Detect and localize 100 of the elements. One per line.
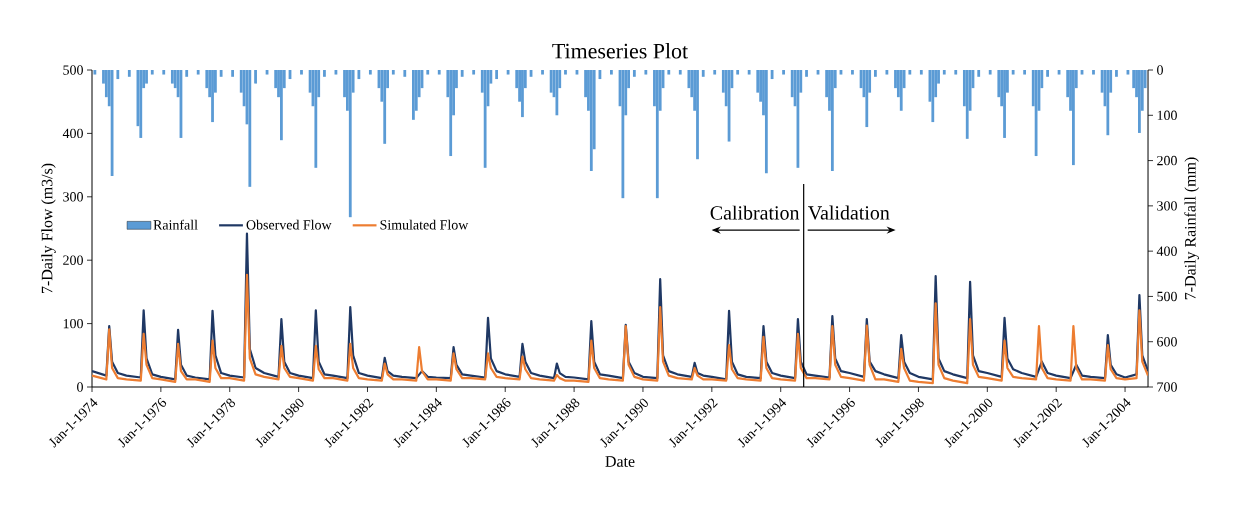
bar (632, 70, 636, 77)
bar (770, 70, 774, 80)
bar (248, 70, 252, 187)
bar (655, 70, 659, 199)
bar (145, 70, 148, 84)
bar (564, 70, 567, 75)
bar (1138, 70, 1141, 133)
annotation: Validation (808, 205, 890, 220)
bar (549, 70, 553, 93)
bar (942, 70, 946, 75)
bar (667, 70, 671, 75)
bar (747, 70, 751, 75)
y-tick-label: 300 (63, 192, 83, 202)
y-tick-label: 0 (77, 382, 83, 392)
y2-tick-label: 700 (1157, 382, 1177, 392)
bar (851, 70, 854, 75)
bar (1003, 70, 1006, 138)
y2-tick-label: 600 (1157, 337, 1177, 347)
y-axis-title: 7-Daily Flow (m3/s) (41, 163, 56, 293)
bar (621, 70, 625, 199)
y2-tick-label: 400 (1156, 246, 1177, 256)
y2-tick-label: 500 (1157, 291, 1177, 302)
bar (830, 70, 834, 171)
y2-tick-label: 300 (1157, 201, 1177, 211)
bar (348, 70, 352, 218)
bar (437, 70, 441, 75)
bar (412, 70, 415, 120)
y-tick-label: 100 (63, 318, 83, 329)
bar (874, 70, 877, 77)
bar (782, 70, 785, 75)
bar (254, 70, 257, 84)
bar (185, 70, 189, 77)
bar (541, 70, 544, 75)
bar (162, 70, 166, 75)
bar (383, 70, 387, 144)
bar (589, 70, 593, 171)
bar (1034, 70, 1038, 157)
bar (954, 70, 958, 75)
bar (764, 70, 768, 174)
bar (899, 70, 903, 111)
bar (1046, 70, 1049, 77)
bar (219, 70, 223, 77)
bar (865, 70, 869, 128)
bar (678, 70, 682, 75)
bar (1072, 70, 1075, 166)
bar (736, 70, 740, 75)
bar (150, 70, 154, 75)
bar (139, 70, 143, 138)
bar (211, 70, 214, 123)
legend-label: Observed Flow (246, 219, 332, 230)
bar (495, 70, 499, 80)
bar (931, 70, 935, 123)
bar (391, 70, 395, 75)
x-axis-title: Date (605, 456, 635, 467)
bar (521, 70, 524, 118)
bar (460, 70, 464, 77)
bar (1106, 70, 1110, 136)
bar (483, 70, 487, 168)
bar (805, 70, 808, 77)
bar (357, 70, 361, 80)
bar (93, 70, 97, 75)
bar (644, 70, 648, 75)
bar (300, 70, 303, 75)
bar (403, 70, 407, 77)
bar (696, 70, 699, 160)
bar (1023, 70, 1027, 75)
y2-tick-label: 0 (1157, 65, 1163, 75)
y2-tick-label: 200 (1157, 155, 1177, 166)
bar (280, 70, 283, 141)
bar (231, 70, 235, 77)
bar (449, 70, 453, 157)
legend-label: Simulated Flow (380, 219, 469, 230)
bar (977, 70, 981, 77)
bar (908, 70, 912, 75)
bar (426, 70, 430, 75)
chart-title: Timeseries Plot (552, 43, 688, 59)
bar (116, 70, 120, 80)
bar (701, 70, 705, 77)
bar (965, 70, 969, 139)
bar (713, 70, 717, 75)
bar (1011, 70, 1015, 75)
bar (323, 70, 326, 77)
legend-label: Rainfall (153, 219, 198, 230)
bar (196, 70, 200, 75)
bar (368, 70, 372, 75)
bar (610, 70, 613, 75)
line-series (92, 232, 1149, 381)
bar (170, 70, 174, 84)
y-tick-label: 500 (63, 65, 83, 75)
bar (472, 70, 476, 75)
y-tick-label: 400 (62, 128, 83, 139)
bar (555, 70, 559, 116)
y-tick-label: 200 (63, 255, 83, 265)
bar (919, 70, 923, 75)
bar (988, 70, 992, 75)
bar (1092, 70, 1095, 75)
y2-tick-label: 100 (1157, 110, 1177, 120)
bar (1115, 70, 1118, 77)
y2-axis-title: 7-Daily Rainfall (mm) (1184, 157, 1199, 300)
annotation: Calibration (710, 205, 800, 220)
